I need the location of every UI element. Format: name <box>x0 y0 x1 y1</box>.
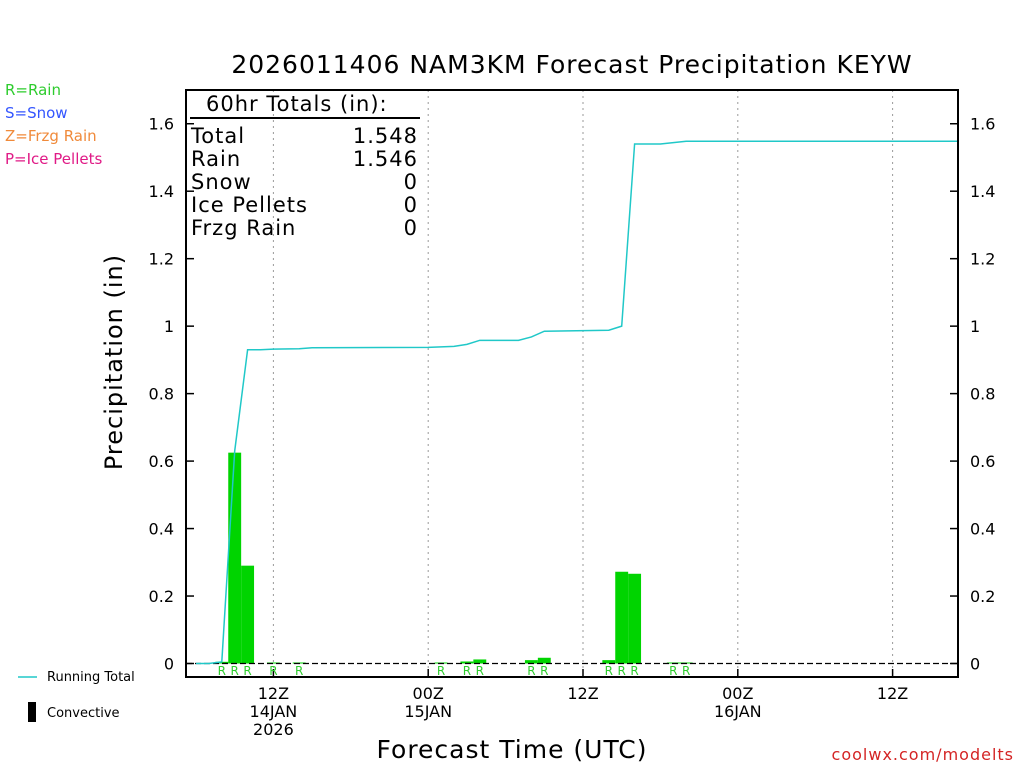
totals-row-label: Frzg Rain <box>191 216 296 240</box>
ptype-marker: R <box>243 664 251 678</box>
chart-title: 2026011406 NAM3KM Forecast Precipitation… <box>231 50 913 79</box>
ptype-marker: R <box>540 664 548 678</box>
running-total-line <box>196 140 958 665</box>
y-tick-label: 0.6 <box>149 452 174 471</box>
y-axis-label: Precipitation (in) <box>100 254 128 470</box>
legend-ice-pellets: P=Ice Pellets <box>5 150 103 168</box>
x-tick-label: 12Z <box>567 684 598 703</box>
ptype-marker: R <box>437 664 445 678</box>
y-tick-label-right: 0.2 <box>970 587 995 606</box>
totals-row-label: Snow <box>191 170 252 194</box>
x-tick-label: 00Z <box>413 684 444 703</box>
y-tick-label: 0.4 <box>149 520 174 539</box>
ptype-marker: R <box>218 664 226 678</box>
ptype-marker: R <box>669 664 677 678</box>
y-tick-label-right: 0.4 <box>970 520 995 539</box>
x-tick-label: 14JAN <box>250 702 298 721</box>
ptype-marker: R <box>231 664 239 678</box>
y-tick-label: 0 <box>164 655 174 674</box>
precip-bar <box>524 660 538 664</box>
precip-bar <box>628 573 642 664</box>
totals-row-label: Rain <box>191 147 241 171</box>
totals-row-label: Ice Pellets <box>191 193 308 217</box>
ptype-marker: R <box>630 664 638 678</box>
totals-header: 60hr Totals (in): <box>206 92 388 116</box>
totals-row-value: 0 <box>404 170 418 194</box>
y-tick-label: 0.2 <box>149 587 174 606</box>
ptype-marker: R <box>295 664 303 678</box>
precip-bar <box>228 452 242 664</box>
legend-running-total-label: Running Total <box>47 670 135 685</box>
ptype-marker: R <box>605 664 613 678</box>
precip-bars <box>215 452 693 664</box>
y-tick-label-right: 0.6 <box>970 452 995 471</box>
totals-row-value: 0 <box>404 193 418 217</box>
precip-bar <box>602 660 616 664</box>
y-tick-label-right: 0.8 <box>970 385 995 404</box>
y-axis-right: 0 0.2 0.4 0.6 0.8 1 1.2 1.4 1.6 <box>950 115 995 674</box>
grid-lines <box>272 90 894 677</box>
y-tick-label-right: 1 <box>970 317 980 336</box>
y-axis-left: 0 0.2 0.4 0.6 0.8 1 1.2 1.4 1.6 <box>149 115 194 674</box>
y-tick-label: 1.6 <box>149 115 174 134</box>
y-tick-label-right: 1.6 <box>970 115 995 134</box>
totals-row-value: 1.546 <box>353 147 418 171</box>
legend-rain: R=Rain <box>5 81 61 99</box>
precip-bar <box>537 657 551 664</box>
x-tick-label: 12Z <box>258 684 289 703</box>
x-tick-label: 00Z <box>722 684 753 703</box>
precip-bar <box>615 571 629 664</box>
precip-bar <box>460 661 474 664</box>
y-tick-label: 1.4 <box>149 182 174 201</box>
plot-frame <box>185 89 959 678</box>
totals-box: 60hr Totals (in): Total 1.548 Rain 1.546 Sno… <box>190 92 420 240</box>
ptype-marker: R <box>682 664 690 678</box>
ptype-marker: R <box>527 664 535 678</box>
x-axis-label: Forecast Time (UTC) <box>377 735 648 764</box>
x-tick-label: 16JAN <box>714 702 762 721</box>
legend-snow: S=Snow <box>5 104 68 122</box>
y-tick-label: 0.8 <box>149 385 174 404</box>
legend-convective-label: Convective <box>47 706 120 721</box>
precip-bar <box>241 565 255 664</box>
convective-legend-swatch <box>28 702 36 722</box>
ptype-marker: R <box>269 664 277 678</box>
totals-row-value: 1.548 <box>353 124 418 148</box>
y-tick-label-right: 1.4 <box>970 182 995 201</box>
x-tick-label: 12Z <box>877 684 908 703</box>
y-tick-label: 1 <box>164 317 174 336</box>
totals-row-label: Total <box>190 124 245 148</box>
credit-link[interactable]: coolwx.com/modelts <box>831 745 1014 764</box>
x-tick-label: 15JAN <box>404 702 452 721</box>
precip-bar <box>473 659 487 664</box>
ptype-marker: R <box>463 664 471 678</box>
y-tick-label: 1.2 <box>149 250 174 269</box>
precip-bar <box>266 662 280 664</box>
ptype-marker: R <box>476 664 484 678</box>
ptype-marker: R <box>618 664 626 678</box>
precip-bar <box>215 661 229 664</box>
totals-row-value: 0 <box>404 216 418 240</box>
legend-freezing-rain: Z=Frzg Rain <box>5 127 97 145</box>
y-tick-label-right: 0 <box>970 655 980 674</box>
x-tick-label: 2026 <box>253 720 294 739</box>
y-tick-label-right: 1.2 <box>970 250 995 269</box>
